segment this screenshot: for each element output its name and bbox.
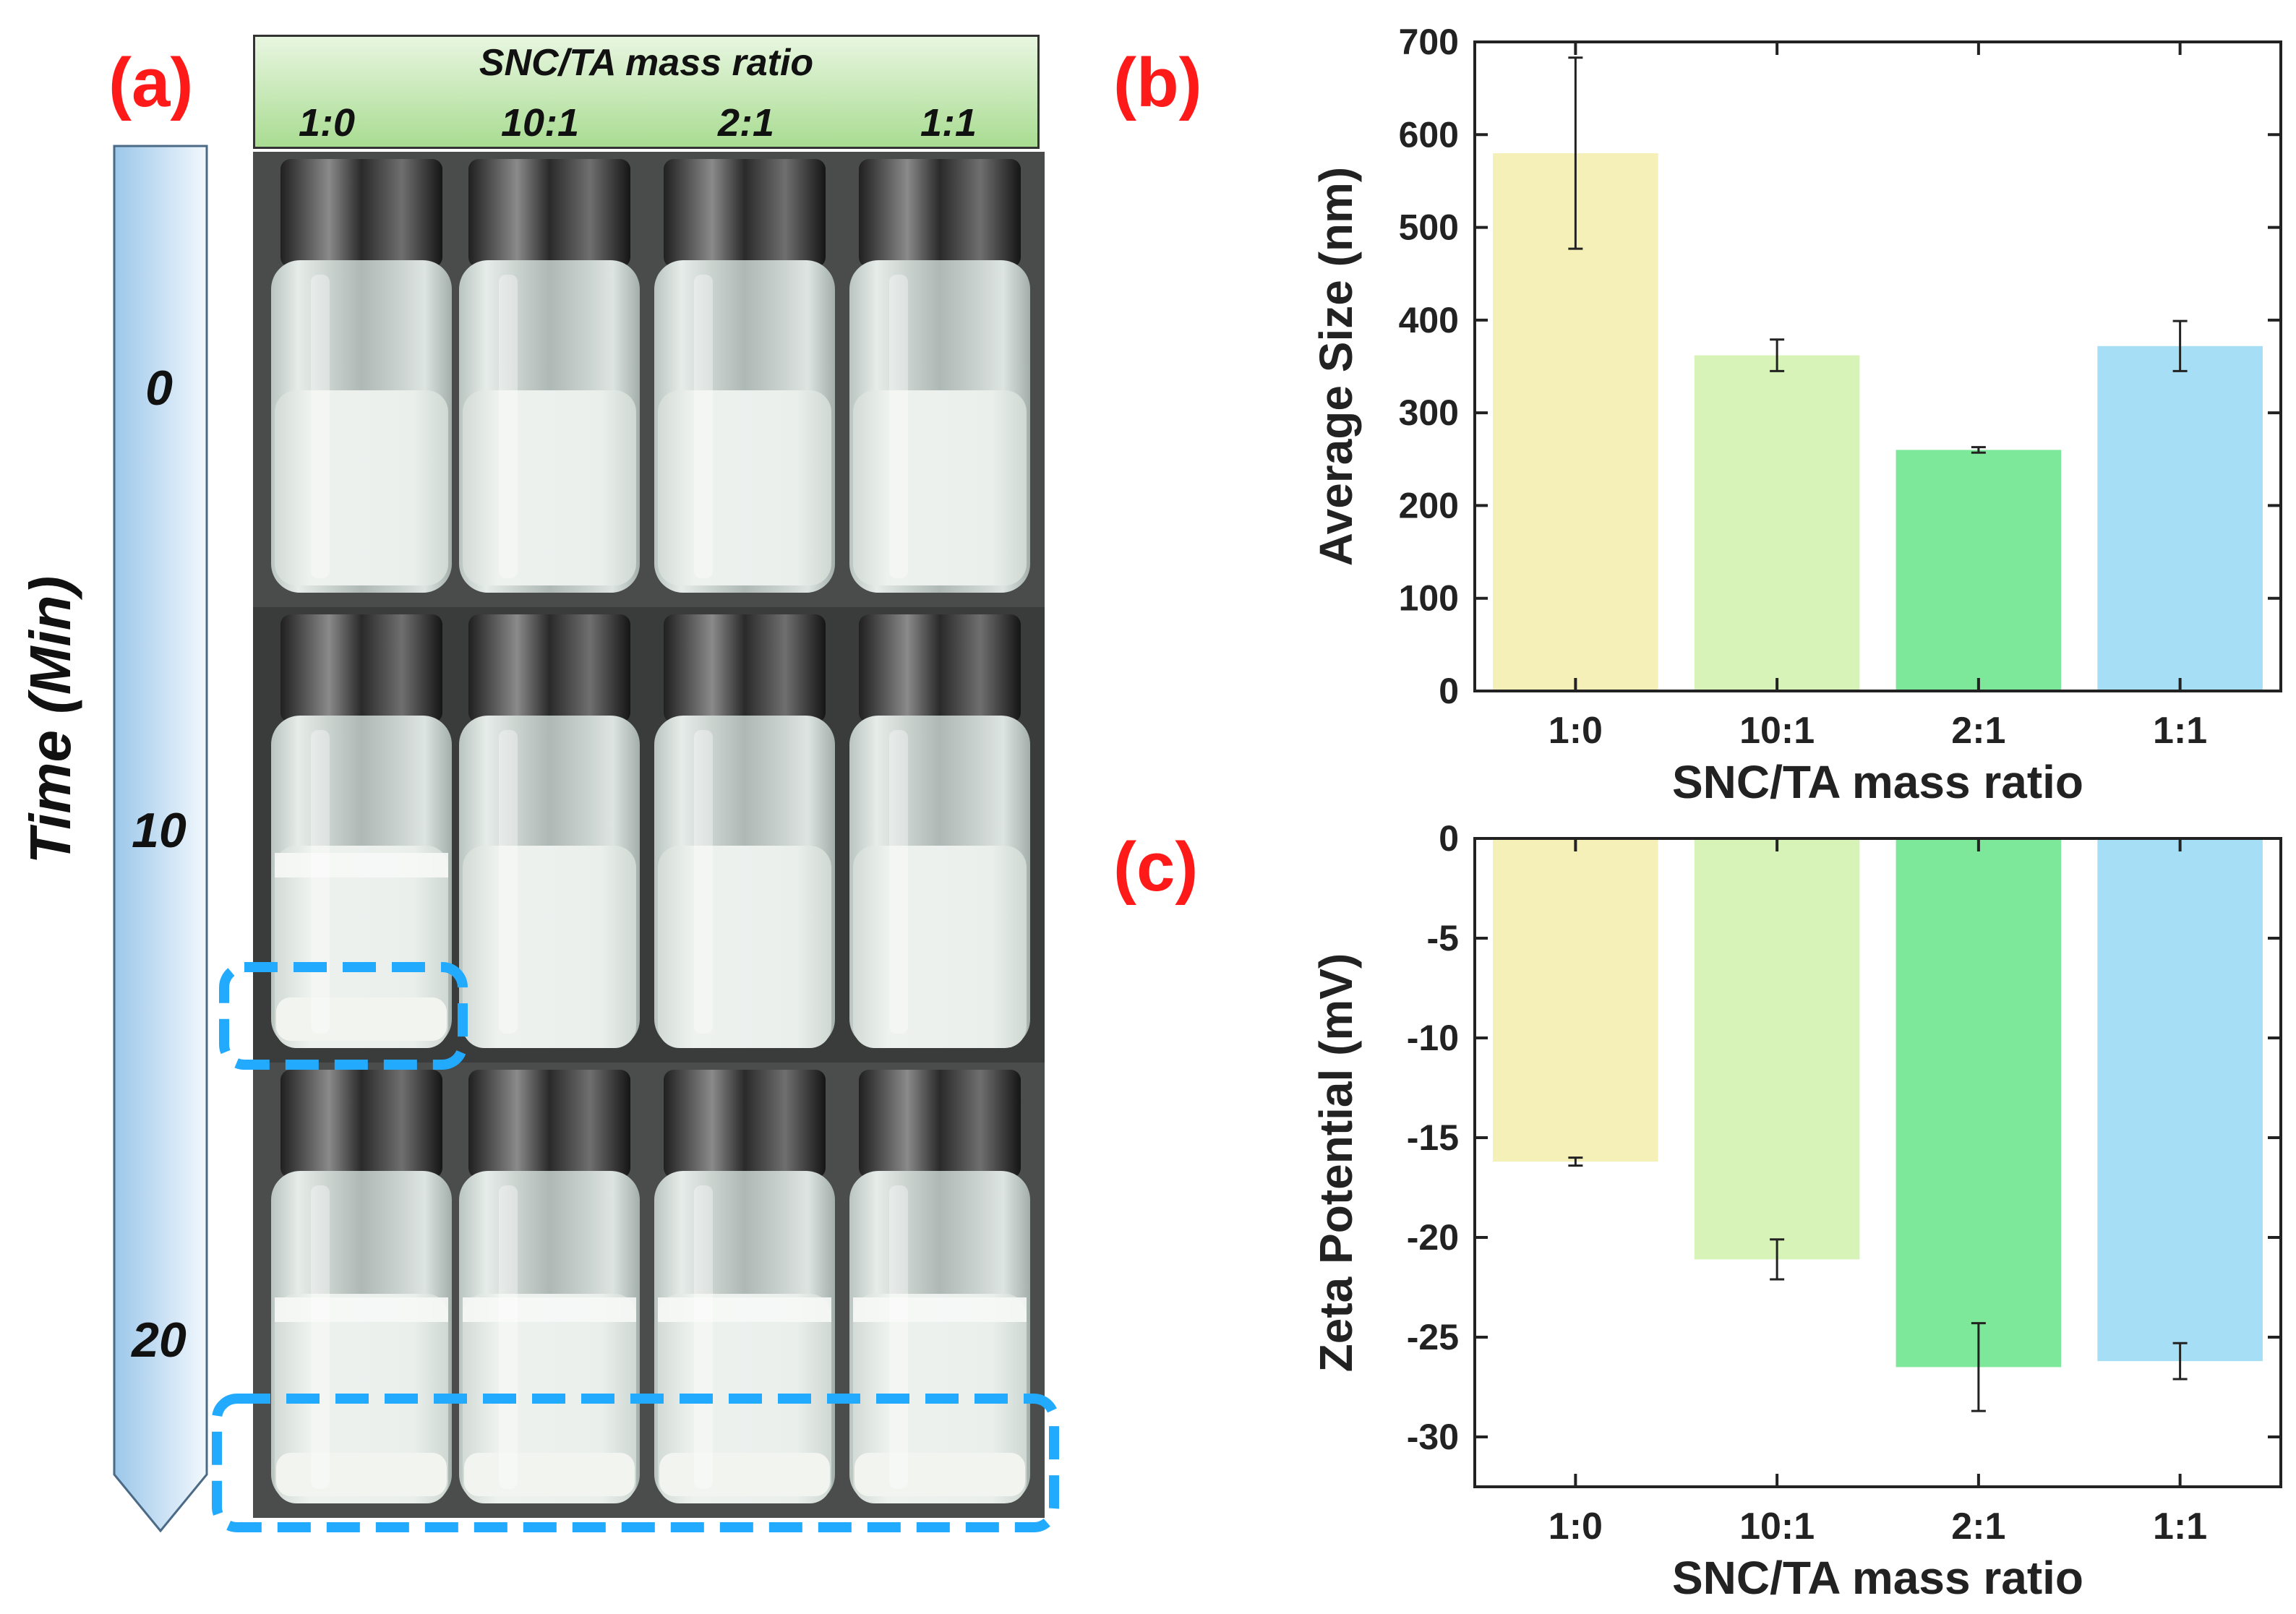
- time-tick-20: 20: [132, 1313, 187, 1368]
- ytick-label-b: 600: [1399, 114, 1459, 155]
- vial-photo-grid: [253, 152, 1045, 1518]
- bar-c-1: [1694, 838, 1860, 1260]
- ytick-label-b: 700: [1399, 22, 1459, 62]
- plot-frame-b: [1473, 40, 2282, 692]
- ytick-label-c: -15: [1407, 1117, 1459, 1158]
- vial: [849, 614, 1030, 1048]
- ytick-label-c: 0: [1439, 818, 1459, 859]
- ratio-header-title: SNC/TA mass ratio: [479, 42, 814, 84]
- time-tick-10: 10: [132, 803, 187, 858]
- bar-c-0: [1493, 838, 1658, 1162]
- vial: [271, 614, 452, 1048]
- ytick-label-b: 100: [1399, 578, 1459, 619]
- ytick-label-c: -5: [1427, 918, 1459, 958]
- ytick-label-b: 300: [1399, 392, 1459, 433]
- xtick-label-b-3: 1:1: [2153, 710, 2207, 752]
- plot-frame-c: [1473, 837, 2282, 1488]
- vial: [459, 1070, 640, 1503]
- xtick-label-c-1: 10:1: [1739, 1506, 1815, 1548]
- y-axis-label-c: Zeta Potential (mV): [1310, 953, 1362, 1373]
- ytick-label-c: -10: [1407, 1018, 1459, 1058]
- xtick-label-c-0: 1:0: [1548, 1506, 1603, 1548]
- vial: [459, 614, 640, 1048]
- xtick-label-c-3: 1:1: [2153, 1506, 2207, 1548]
- vial: [459, 159, 640, 593]
- vial: [654, 614, 835, 1048]
- chart-c-zeta-potential: 0 -5 -10 -15 -20 -25 -30 1:0 10:1 2:1 1:1 SNC/TA ma…: [1310, 818, 2282, 1604]
- xtick-label-b-2: 2:1: [1951, 710, 2005, 752]
- ratio-label-2: 10:1: [501, 101, 580, 145]
- y-axis-label-b: Average Size (nm): [1310, 167, 1362, 566]
- vial: [849, 159, 1030, 593]
- xtick-label-c-2: 2:1: [1951, 1506, 2005, 1548]
- bar-c-2: [1896, 838, 2062, 1368]
- ytick-label-b: 500: [1399, 207, 1459, 248]
- vial: [654, 1070, 835, 1503]
- vial: [849, 1070, 1030, 1503]
- ratio-label-1: 1:0: [299, 101, 356, 145]
- ytick-label-b: 200: [1399, 485, 1459, 525]
- ratio-label-3: 2:1: [718, 101, 775, 145]
- time-tick-0: 0: [145, 361, 173, 416]
- bar-b-3: [2097, 345, 2263, 691]
- ratio-label-4: 1:1: [920, 101, 977, 145]
- chart-b-average-size: 0 100 200 300 400 500 600 700 1:0 10:1 2:1 1:1 SNC/T…: [1310, 22, 2282, 808]
- x-axis-label-c: SNC/TA mass ratio: [1672, 1552, 2083, 1604]
- ytick-label-c: -30: [1407, 1417, 1459, 1457]
- bar-b-2: [1896, 450, 2062, 691]
- bar-c-3: [2097, 838, 2263, 1362]
- vial: [271, 1070, 452, 1503]
- xtick-label-b-0: 1:0: [1548, 710, 1603, 752]
- vial: [271, 159, 452, 593]
- bar-b-1: [1694, 355, 1860, 691]
- time-arrow-shape: [113, 145, 208, 1533]
- ytick-label-b: 400: [1399, 300, 1459, 340]
- xtick-label-b-1: 10:1: [1739, 710, 1815, 752]
- panel-label-c: (c): [1113, 828, 1199, 906]
- panel-label-a: (a): [108, 44, 194, 121]
- ratio-header-box: SNC/TA mass ratio 1:0 10:1 2:1 1:1: [253, 35, 1040, 149]
- panel-label-b: (b): [1113, 44, 1202, 121]
- x-axis-label-b: SNC/TA mass ratio: [1672, 756, 2083, 808]
- vial: [654, 159, 835, 593]
- ytick-label-c: -20: [1407, 1217, 1459, 1258]
- ytick-label-c: -25: [1407, 1317, 1459, 1357]
- time-axis-title: Time (Min): [18, 575, 82, 864]
- time-arrow: [113, 145, 208, 1533]
- ytick-label-b: 0: [1439, 671, 1459, 711]
